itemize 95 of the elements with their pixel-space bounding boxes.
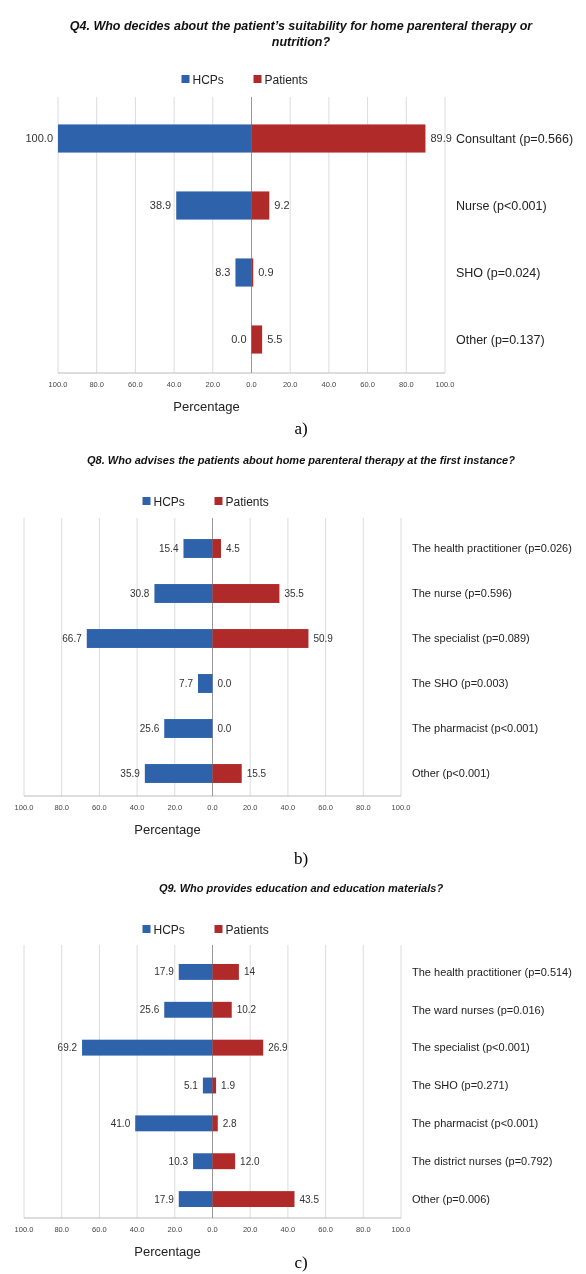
x-axis-title: Percentage [173, 399, 240, 414]
data-label: 35.9 [120, 768, 141, 779]
data-label: 10.2 [236, 1004, 257, 1016]
data-label: 5.5 [267, 333, 283, 346]
bar [212, 584, 280, 603]
legend-label: HCPs [192, 73, 224, 88]
data-label: 41.0 [110, 1117, 131, 1129]
y-tick-label: The health practitioner (p=0.026) [412, 542, 572, 555]
bar [212, 764, 242, 783]
y-tick-label: The health practitioner (p=0.514) [412, 965, 572, 978]
bar [135, 1115, 213, 1132]
bar [164, 1001, 213, 1018]
y-tick-label: The SHO (p=0.003) [412, 677, 509, 690]
data-label: 0.0 [217, 723, 232, 734]
data-label: 66.7 [62, 633, 83, 644]
text: c) [294, 1253, 308, 1272]
data-label: 8.3 [215, 266, 231, 279]
y-tick-label: The pharmacist (p<0.001) [412, 1117, 539, 1130]
chart-title: Q8. Who advises the patients about home parenteral therapy at the first instance? [87, 454, 516, 466]
data-label: 25.6 [139, 723, 160, 734]
x-axis-title: Percentage [134, 1244, 201, 1259]
bar [197, 674, 213, 693]
legend-label: HCPs [153, 495, 185, 510]
y-tick-label: Other (p<0.001) [412, 767, 490, 780]
bar [82, 1039, 213, 1056]
bar [183, 539, 213, 558]
bar [86, 629, 213, 648]
y-tick-label: The specialist (p<0.001) [412, 1041, 530, 1054]
data-label: 17.9 [154, 966, 175, 978]
data-label: 12.0 [240, 1155, 261, 1167]
legend-label: Patients [225, 923, 269, 938]
bar [235, 258, 252, 287]
data-label: 26.9 [268, 1042, 289, 1054]
data-label: 10.3 [168, 1155, 189, 1167]
data-label: 9.2 [274, 199, 290, 212]
bar [154, 584, 213, 603]
bar [251, 325, 263, 354]
data-label: 0.0 [217, 678, 232, 689]
bar [202, 1077, 213, 1094]
data-label: 7.7 [179, 678, 194, 689]
data-label: 100.0 [25, 132, 53, 145]
data-label: 35.5 [284, 588, 305, 599]
bar [58, 124, 252, 153]
bar [178, 963, 213, 980]
y-tick-label: The ward nurses (p=0.016) [412, 1003, 545, 1016]
y-tick-label: The nurse (p=0.596) [412, 587, 512, 600]
y-tick-label: Other (p=0.137) [456, 332, 545, 347]
y-tick-label: SHO (p=0.024) [456, 265, 541, 280]
bar [251, 191, 270, 220]
data-label: 38.9 [149, 199, 172, 212]
text: b) [293, 849, 309, 868]
bar [164, 719, 213, 738]
y-tick-label: The district nurses (p=0.792) [412, 1155, 553, 1168]
y-tick-label: Nurse (p<0.001) [456, 198, 547, 213]
bar [144, 764, 213, 783]
bar [212, 1001, 232, 1018]
chart-title: Q9. Who provides education and education materials? [158, 882, 444, 894]
x-axis-title: Percentage [134, 822, 201, 837]
bar [212, 1153, 236, 1170]
bar [212, 963, 239, 980]
data-label: 43.5 [299, 1193, 320, 1205]
bar [212, 1039, 264, 1056]
data-label: 15.5 [246, 768, 267, 779]
data-label: 50.9 [313, 633, 334, 644]
y-tick-label: The SHO (p=0.271) [412, 1079, 509, 1092]
bar [212, 1191, 295, 1208]
legend-label: HCPs [153, 923, 185, 938]
legend-label: Patients [264, 73, 308, 88]
bar [251, 124, 426, 153]
data-label: 0.9 [258, 266, 274, 279]
text: a) [294, 419, 308, 438]
data-label: 15.4 [159, 543, 179, 554]
y-tick-label: Other (p=0.006) [412, 1192, 490, 1205]
data-label: 69.2 [57, 1042, 78, 1054]
y-tick-label: Consultant (p=0.566) [456, 131, 574, 146]
chart-title: Q4. Who decides about the patient’s suitability for home parenteral therapy or nutrition? [69, 19, 534, 49]
y-tick-label: The pharmacist (p<0.001) [412, 722, 539, 735]
data-label: 5.1 [183, 1080, 199, 1091]
data-label: 1.9 [221, 1080, 236, 1091]
bar [212, 539, 221, 558]
data-label: 30.8 [129, 588, 150, 599]
bar [212, 1115, 218, 1132]
data-label: 0.0 [231, 333, 247, 346]
data-label: 25.6 [139, 1004, 160, 1016]
data-label: 89.9 [430, 132, 452, 145]
data-label: 14 [243, 966, 256, 978]
data-label: 17.9 [154, 1193, 175, 1205]
bar [178, 1191, 213, 1208]
bar [193, 1153, 213, 1170]
bar [212, 629, 309, 648]
data-label: 4.5 [225, 543, 241, 554]
data-label: 2.8 [222, 1117, 238, 1129]
bar [176, 191, 252, 220]
legend-label: Patients [225, 495, 269, 510]
y-tick-label: The specialist (p=0.089) [412, 632, 530, 645]
